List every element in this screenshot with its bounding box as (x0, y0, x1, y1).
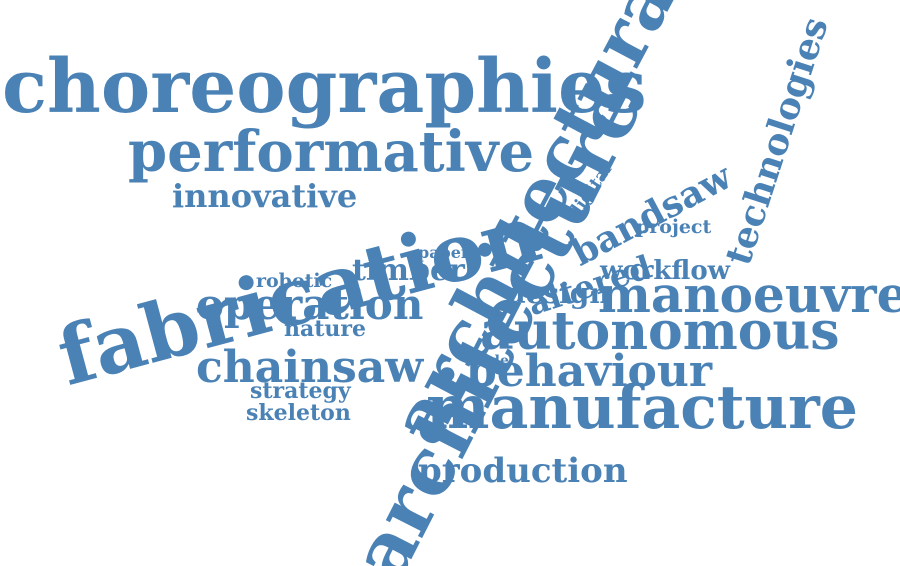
word-project: project (636, 216, 712, 238)
word-skeleton: skeleton (246, 400, 351, 426)
word-behaviour: behaviour (466, 346, 713, 397)
word-chainsaw: chainsaw (196, 342, 424, 393)
word-operation: operation (196, 280, 424, 329)
word-strategy: strategy (250, 378, 351, 404)
word-innovative: innovative (172, 177, 358, 215)
word-paper: paper (418, 243, 470, 262)
word-mode: mode (466, 353, 509, 369)
word-design: design (506, 277, 610, 310)
word-workflow: workflow (600, 256, 731, 286)
word-manoeuvre: manoeuvre (598, 265, 900, 324)
word-autonomous: autonomous (480, 301, 840, 362)
word-technologies: technologies (717, 12, 837, 271)
word-robotic: robotic (256, 270, 333, 292)
word-production: production (418, 451, 628, 491)
word-timber: timber (352, 253, 465, 288)
word-performative: performative (128, 119, 535, 185)
word-nature: nature (284, 316, 366, 342)
word-choreographies: choreographies (2, 44, 647, 130)
word-manufacture: manufacture (426, 373, 858, 443)
